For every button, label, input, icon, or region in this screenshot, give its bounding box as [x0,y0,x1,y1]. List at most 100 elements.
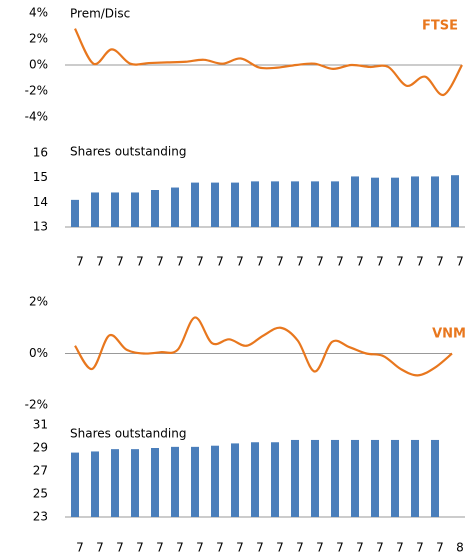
bar [451,175,459,227]
panel-title: Shares outstanding [70,427,186,441]
bar [251,181,259,227]
bar [331,181,339,227]
x-tick-label: 7 [396,541,404,555]
y-tick-label: 14 [33,195,48,209]
y-tick-label: 16 [33,146,48,160]
x-tick-label: 7 [176,541,184,555]
bar [211,445,219,517]
bar [331,439,339,517]
x-tick-label: 7 [316,541,324,555]
y-tick-label: 23 [33,510,48,524]
bar [131,449,139,517]
x-tick-label: 7 [336,541,344,555]
y-tick-label: 29 [33,441,48,455]
annotation: VNM [432,327,466,342]
bar [171,446,179,517]
bar [251,442,259,517]
x-tick-label: 8 [456,541,464,555]
x-tick-label: 7 [156,255,164,269]
bar [411,176,419,227]
x-tick-label: 7 [216,541,224,555]
bar [371,177,379,227]
x-tick-label: 7 [236,541,244,555]
bar [271,442,279,517]
bar [111,449,119,517]
bar [71,452,79,517]
bar [431,439,439,517]
x-tick-label: 7 [356,541,364,555]
annotation: FTSE [422,19,458,34]
bar [91,192,99,227]
y-tick-label: 2% [29,295,48,309]
x-tick-label: 7 [236,255,244,269]
bar [271,181,279,227]
line [74,28,463,97]
x-tick-label: 7 [376,255,384,269]
y-tick-label: -2% [25,398,48,412]
x-tick-label: 7 [356,255,364,269]
x-tick-label: 7 [336,255,344,269]
x-tick-label: 7 [136,255,144,269]
bar [371,439,379,517]
x-tick-label: 7 [256,541,264,555]
line [74,316,453,377]
y-tick-label: -4% [25,110,48,124]
y-tick-label: 0% [29,58,48,72]
bar [411,439,419,517]
bar [231,443,239,517]
y-tick-label: 27 [33,464,48,478]
bar [151,448,159,517]
bar [431,176,439,227]
x-tick-label: 7 [296,541,304,555]
x-tick-label: 7 [96,541,104,555]
bar [351,176,359,227]
bar [111,192,119,227]
x-tick-label: 7 [456,255,464,269]
x-tick-label: 7 [76,541,84,555]
x-tick-label: 7 [296,255,304,269]
bar [231,182,239,227]
x-tick-label: 7 [196,541,204,555]
bar [391,439,399,517]
bar [351,439,359,517]
x-tick-label: 7 [76,255,84,269]
bar [151,190,159,227]
x-tick-label: 7 [256,255,264,269]
bar [291,181,299,227]
bar [291,439,299,517]
y-tick-label: 25 [33,487,48,501]
x-tick-label: 7 [136,541,144,555]
y-tick-label: 0% [29,346,48,360]
x-tick-label: 7 [96,255,104,269]
x-tick-label: 7 [116,541,124,555]
bar [211,182,219,227]
bar [191,182,199,227]
panel-title: Shares outstanding [70,145,186,159]
panel-title: Prem/Disc [70,7,130,21]
bar [311,439,319,517]
bar [191,446,199,517]
bar [71,199,79,227]
x-tick-label: 7 [436,541,444,555]
bar [171,187,179,227]
x-tick-label: 7 [216,255,224,269]
y-tick-label: 4% [29,6,48,20]
bar [311,181,319,227]
x-tick-label: 7 [376,541,384,555]
bar [391,177,399,227]
x-tick-label: 7 [156,541,164,555]
x-tick-label: 7 [396,255,404,269]
y-tick-label: 2% [29,32,48,46]
x-tick-label: 7 [116,255,124,269]
y-tick-label: 31 [33,418,48,432]
x-tick-label: 7 [196,255,204,269]
x-tick-label: 7 [436,255,444,269]
x-tick-label: 7 [416,541,424,555]
y-tick-label: -2% [25,84,48,98]
x-tick-label: 7 [176,255,184,269]
x-tick-label: 7 [316,255,324,269]
bar [131,192,139,227]
y-tick-label: 13 [33,220,48,234]
y-tick-label: 15 [33,170,48,184]
